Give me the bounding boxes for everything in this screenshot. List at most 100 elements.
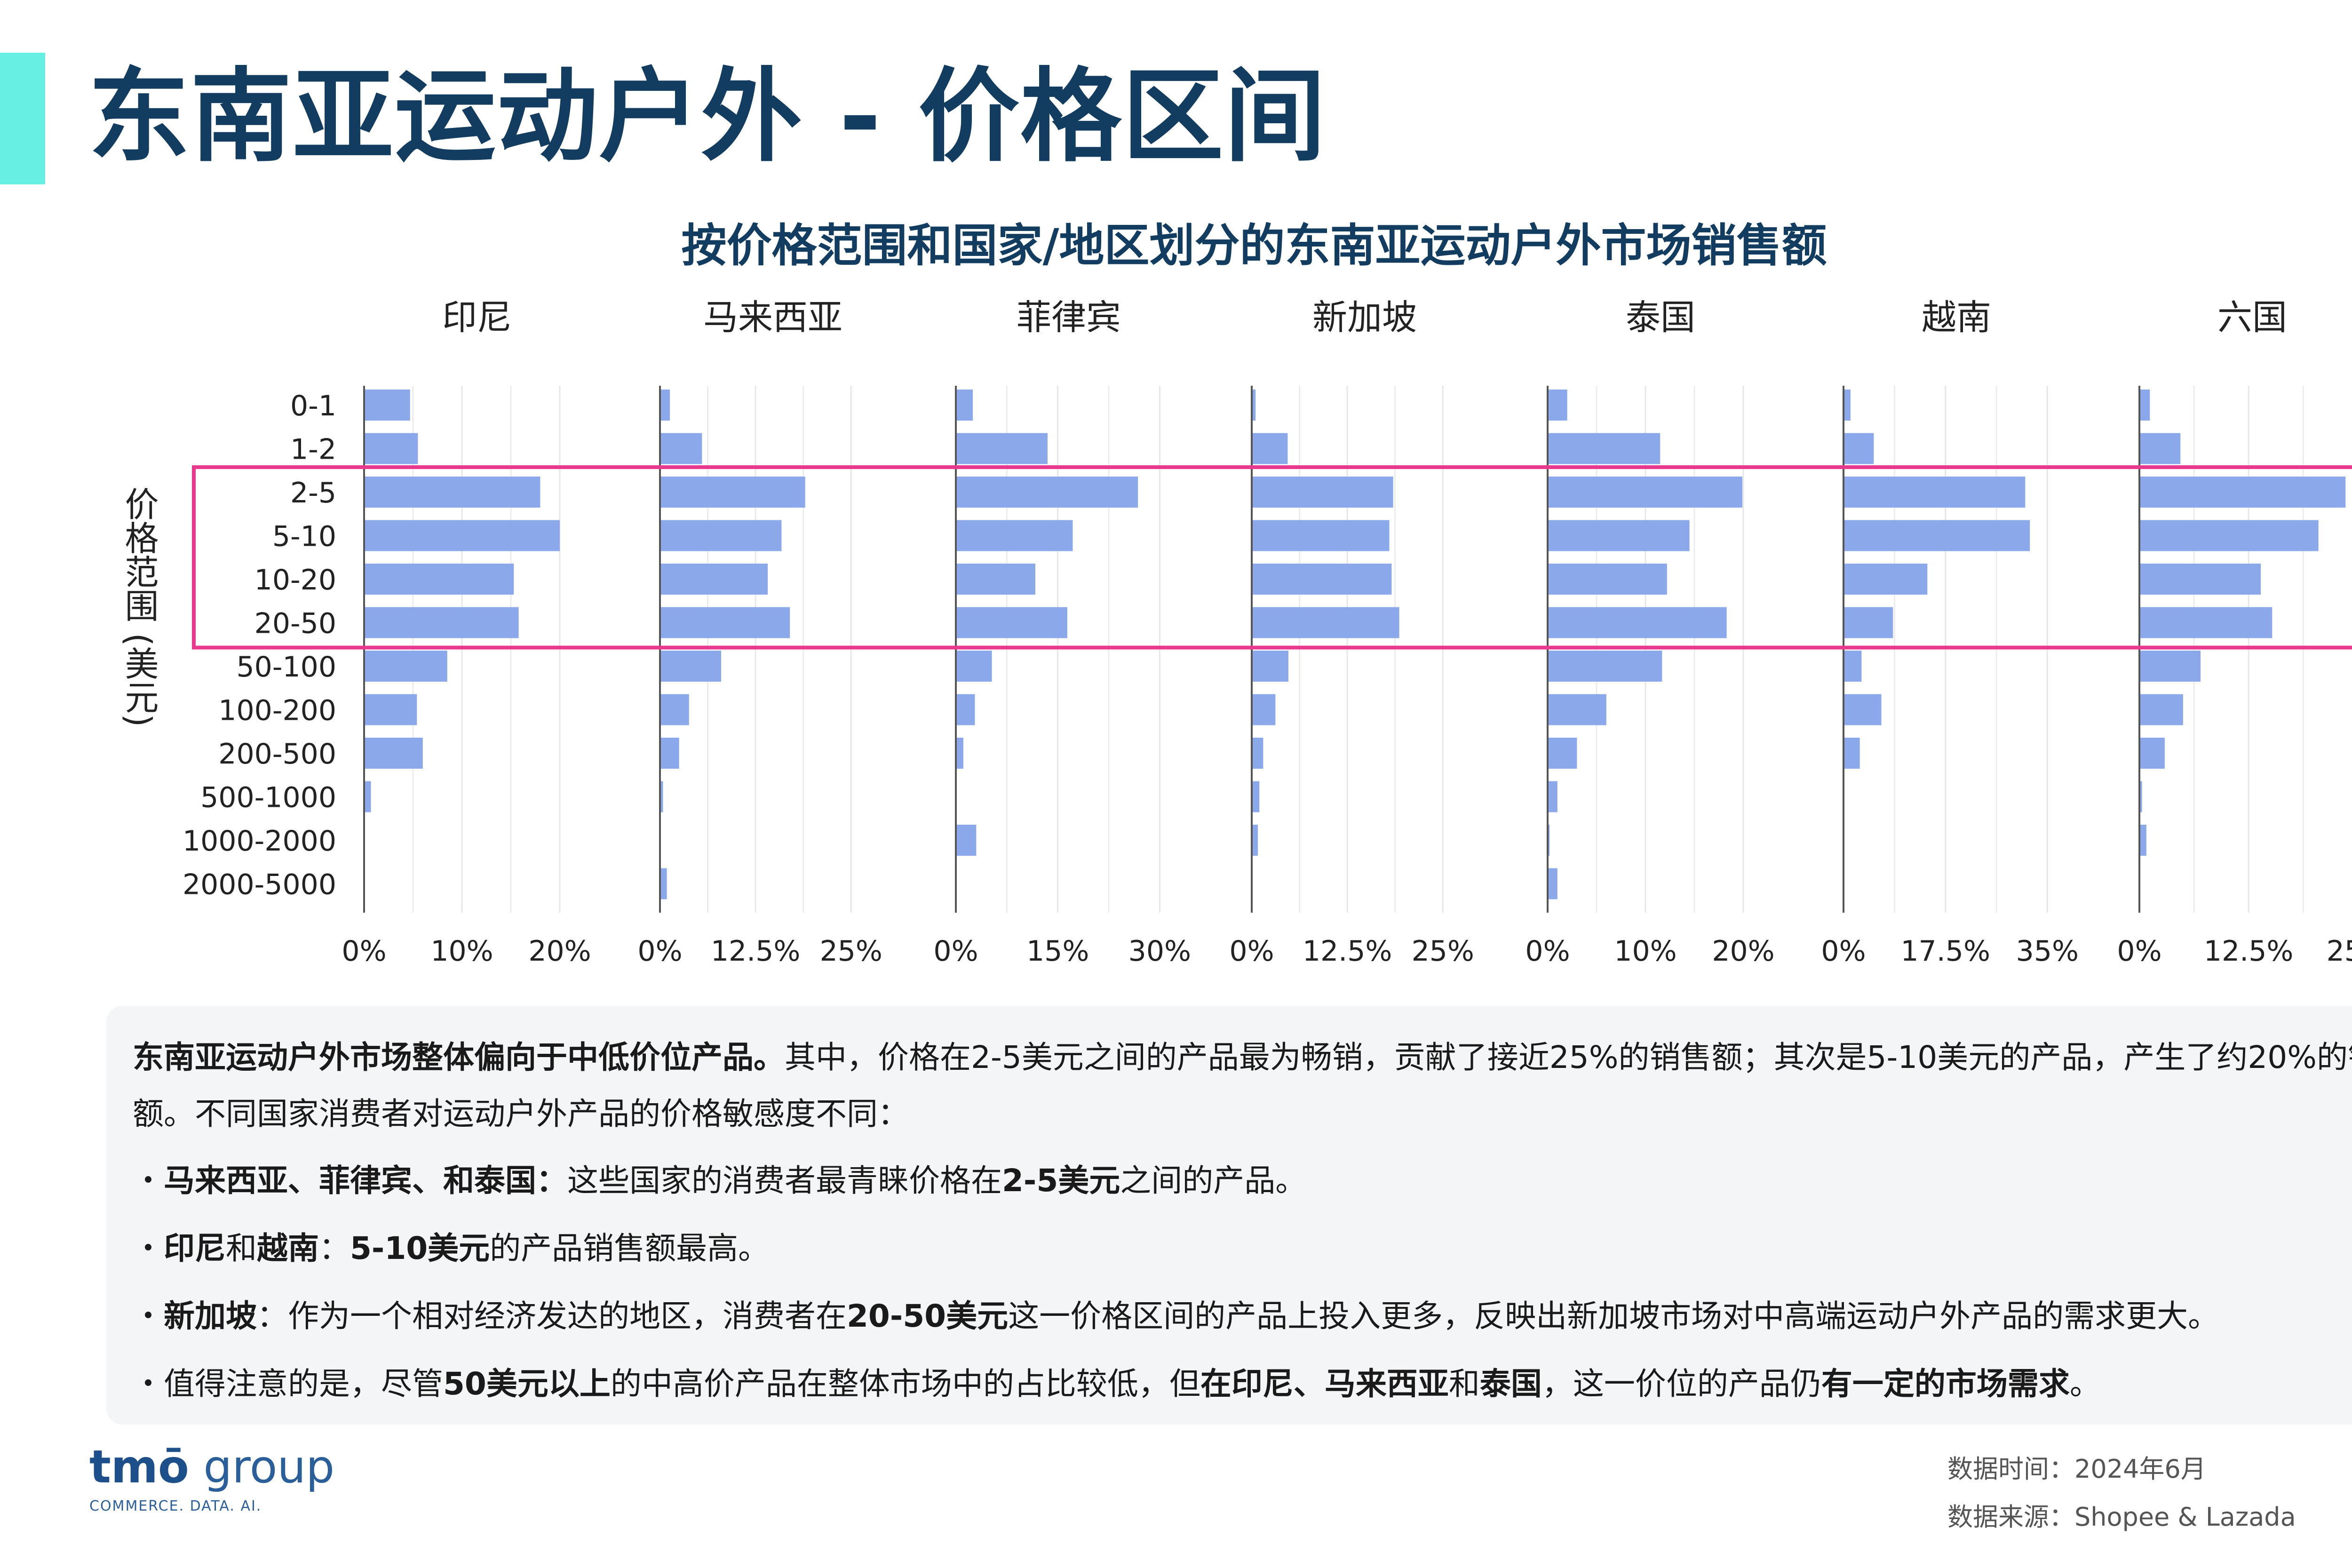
bar xyxy=(1252,477,1393,508)
summary-bullet-2: ・印尼和越南：5-10美元的产品销售额最高。 xyxy=(133,1230,770,1266)
panel-header: 印尼 xyxy=(442,297,512,338)
category-label: 20-50 xyxy=(254,607,336,640)
bar xyxy=(1252,651,1288,682)
x-tick-label: 25% xyxy=(820,935,882,968)
bar xyxy=(1843,520,2030,551)
bar xyxy=(1843,433,1874,464)
tmo-group-logo: tmō group COMMERCE. DATA. AI. xyxy=(89,1444,334,1514)
summary-bullet-4: ・值得注意的是，尽管50美元以上的中高价产品在整体市场中的占比较低，但在印尼、马… xyxy=(133,1366,2101,1402)
x-tick-label: 30% xyxy=(1128,935,1191,968)
category-label: 1000-2000 xyxy=(183,825,336,858)
logo-wordmark: tmō group xyxy=(89,1441,335,1493)
bar xyxy=(2139,390,2150,421)
x-tick-label: 15% xyxy=(1026,935,1089,968)
bar xyxy=(956,477,1138,508)
bar xyxy=(2139,781,2142,812)
bar xyxy=(660,868,667,899)
category-label: 50-100 xyxy=(236,651,336,684)
bar xyxy=(364,390,410,421)
bar xyxy=(660,738,679,769)
bar xyxy=(660,651,721,682)
bar xyxy=(1548,390,1567,421)
bar xyxy=(1548,607,1727,638)
bar xyxy=(1843,477,2026,508)
bar xyxy=(2139,607,2273,638)
x-tick-label: 12.5% xyxy=(1303,935,1392,968)
category-label: 10-20 xyxy=(254,564,336,597)
category-label: 200-500 xyxy=(218,738,336,771)
x-tick-label: 35% xyxy=(2016,935,2079,968)
x-tick-label: 20% xyxy=(528,935,591,968)
bar xyxy=(364,694,417,725)
panel-header: 越南 xyxy=(1922,297,1991,338)
bar xyxy=(364,738,423,769)
page-title: 东南亚运动户外 - 价格区间 xyxy=(88,57,1327,175)
logo-tagline: COMMERCE. DATA. AI. xyxy=(89,1498,262,1514)
x-tick-label: 20% xyxy=(1712,935,1774,968)
bar xyxy=(956,825,977,856)
bar xyxy=(1252,738,1263,769)
bar xyxy=(1548,651,1662,682)
x-tick-label: 0% xyxy=(933,935,978,968)
data-time-note: 数据时间：2024年6月 xyxy=(1947,1454,2206,1484)
bar xyxy=(660,694,689,725)
bar xyxy=(660,781,663,812)
chart-title: 按价格范围和国家/地区划分的东南亚运动户外市场销售额 xyxy=(681,219,1827,272)
category-label: 2000-5000 xyxy=(183,868,336,901)
bar xyxy=(2139,651,2201,682)
panel-header: 马来西亚 xyxy=(703,297,842,338)
bar xyxy=(1843,738,1860,769)
x-tick-label: 0% xyxy=(1821,935,1866,968)
bar xyxy=(1548,564,1667,595)
bar xyxy=(364,433,418,464)
bar xyxy=(1252,433,1288,464)
bar xyxy=(364,651,447,682)
bar xyxy=(1548,477,1742,508)
bar xyxy=(364,520,560,551)
bar xyxy=(2139,564,2261,595)
bar xyxy=(364,477,540,508)
bar xyxy=(1252,694,1276,725)
category-label: 1-2 xyxy=(290,433,336,466)
bar xyxy=(1843,651,1862,682)
x-tick-label: 12.5% xyxy=(711,935,801,968)
x-tick-label: 0% xyxy=(1525,935,1570,968)
bar xyxy=(2139,520,2319,551)
bar xyxy=(956,520,1073,551)
bar xyxy=(956,738,963,769)
category-label: 100-200 xyxy=(218,694,336,727)
x-tick-label: 17.5% xyxy=(1900,935,1990,968)
data-source-note: 数据来源：Shopee & Lazada xyxy=(1947,1502,2296,1532)
panel-header: 新加坡 xyxy=(1312,297,1417,338)
bar xyxy=(2139,738,2165,769)
highlight-box xyxy=(192,465,2352,650)
bar xyxy=(1252,564,1392,595)
x-tick-label: 0% xyxy=(2117,935,2161,968)
panel-header: 六国 xyxy=(2217,297,2287,338)
bar xyxy=(1548,868,1557,899)
y-axis-label: 价格范围 (美元) xyxy=(119,486,159,727)
title-accent-bar xyxy=(0,53,45,184)
bar xyxy=(364,607,519,638)
bar xyxy=(1843,607,1893,638)
bar xyxy=(1843,694,1882,725)
bar xyxy=(660,564,768,595)
panel-header: 菲律宾 xyxy=(1017,297,1121,338)
bar xyxy=(660,607,790,638)
bar xyxy=(2139,477,2346,508)
bar xyxy=(1252,607,1399,638)
category-label: 500-1000 xyxy=(200,781,336,814)
category-label: 2-5 xyxy=(290,477,336,509)
bar xyxy=(1548,520,1690,551)
summary-intro: 东南亚运动户外市场整体偏向于中低价位产品。其中，价格在2-5美元之间的产品最为畅… xyxy=(133,1039,2352,1132)
bar xyxy=(956,694,975,725)
bar xyxy=(1548,694,1606,725)
category-label: 5-10 xyxy=(272,520,336,553)
bar xyxy=(1252,825,1258,856)
bar xyxy=(2139,825,2146,856)
bar xyxy=(1252,781,1260,812)
bar xyxy=(1548,433,1661,464)
x-tick-label: 25% xyxy=(1412,935,1474,968)
category-label: 0-1 xyxy=(290,390,336,422)
